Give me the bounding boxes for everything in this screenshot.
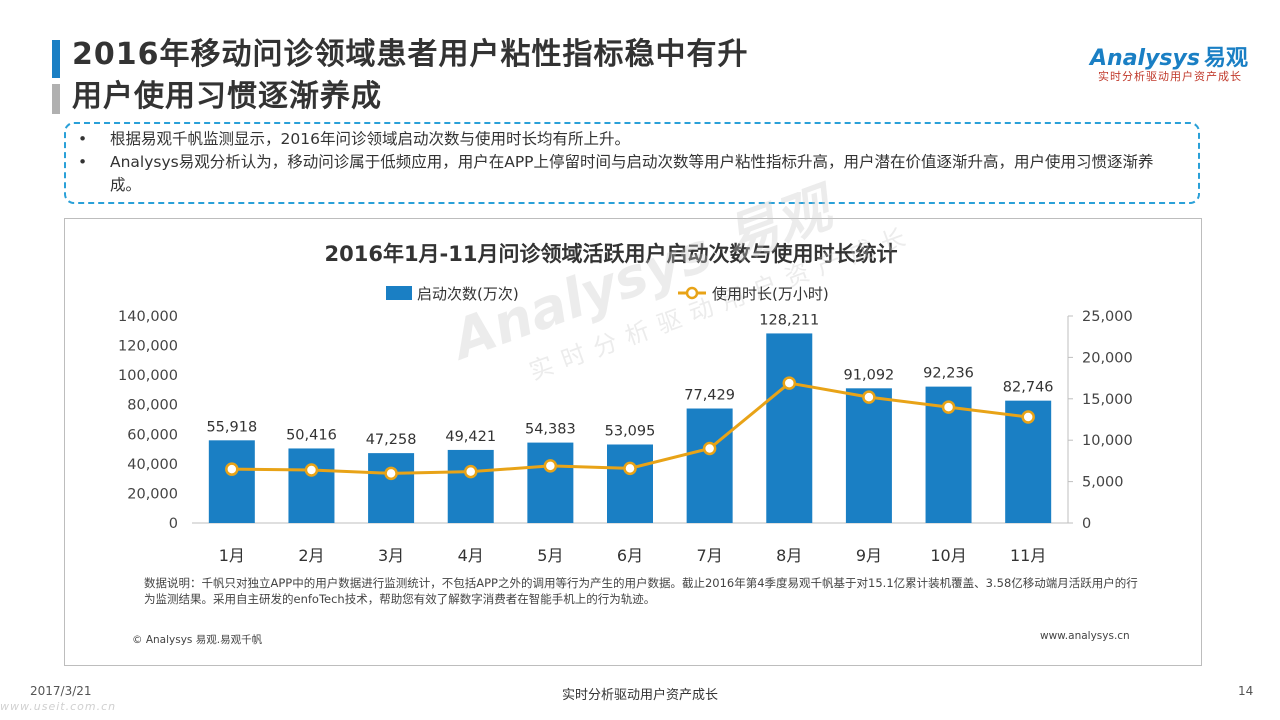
y-right-tick-label: 0	[1082, 516, 1091, 532]
bar	[288, 448, 335, 523]
bar	[447, 449, 494, 523]
y-left-tick-label: 100,000	[118, 368, 178, 384]
analysys-logo: Analysys 易观 实时分析驱动用户资产成长	[1090, 40, 1250, 90]
summary-item: Analysys易观分析认为，移动问诊属于低频应用，用户在APP上停留时间与启动…	[78, 151, 1198, 197]
y-left-tick-label: 40,000	[127, 457, 178, 473]
bar	[208, 440, 255, 523]
line-point	[782, 376, 797, 390]
bar-value-label: 77,429	[684, 388, 735, 404]
bar-value-label: 55,918	[206, 419, 257, 435]
x-tick-label: 1月	[219, 546, 245, 565]
y-right-tick-label: 20,000	[1082, 350, 1133, 366]
x-tick-label: 9月	[856, 546, 882, 565]
bar-value-label: 49,421	[445, 429, 496, 445]
y-left-tick-label: 80,000	[127, 398, 178, 414]
line-point	[543, 459, 558, 473]
bar-value-label: 82,746	[1003, 380, 1054, 396]
summary-list: 根据易观千帆监测显示，2016年问诊领域启动次数与使用时长均有所上升。 Anal…	[66, 124, 1198, 197]
footer-slogan: 实时分析驱动用户资产成长	[561, 688, 718, 703]
corner-watermark: www.useit.com.cn	[0, 700, 117, 713]
y-right-tick-label: 15,000	[1082, 392, 1133, 408]
y-right-tick-label: 5,000	[1082, 475, 1124, 491]
line-point	[384, 466, 398, 481]
page-title-line2: 用户使用习惯逐渐养成	[72, 79, 382, 114]
page-title-line1: 2016年移动问诊领域患者用户粘性指标稳中有升	[72, 37, 749, 72]
bar	[527, 442, 574, 523]
bar	[368, 453, 415, 523]
footer-date: 2017/3/21	[30, 684, 92, 698]
line-point	[702, 441, 717, 456]
legend-label-line: 使用时长(万小时)	[712, 285, 829, 303]
y-left-tick-label: 0	[169, 516, 178, 532]
line-point	[1021, 410, 1035, 424]
chart-container	[64, 218, 1202, 666]
bar-value-label: 50,416	[286, 427, 337, 443]
y-left-tick-label: 140,000	[118, 309, 178, 325]
line-point	[304, 463, 319, 477]
bar-value-label: 47,258	[366, 432, 417, 448]
summary-item: 根据易观千帆监测显示，2016年问诊领域启动次数与使用时长均有所上升。	[78, 128, 1198, 151]
y-right-tick-label: 25,000	[1082, 309, 1133, 325]
x-tick-label: 6月	[617, 546, 643, 565]
bar-value-label: 54,383	[525, 422, 576, 438]
logo-brand: Analysys 易观	[1090, 40, 1248, 72]
x-tick-label: 8月	[776, 546, 802, 565]
y-left-tick-label: 60,000	[127, 427, 178, 443]
x-tick-label: 4月	[458, 546, 484, 565]
bar	[607, 444, 653, 523]
title-accent-bar	[52, 40, 60, 78]
legend-label-bar: 启动次数(万次)	[417, 285, 519, 303]
line-point	[463, 464, 478, 479]
y-right-tick-label: 10,000	[1082, 433, 1133, 449]
data-note: 数据说明：千帆只对独立APP中的用户数据进行监测统计，不包括APP之外的调用等行…	[144, 576, 1138, 606]
y-left-tick-label: 20,000	[127, 486, 178, 502]
legend-swatch-bar	[386, 286, 412, 300]
x-tick-label: 10月	[930, 546, 966, 565]
title-accent-bar-secondary	[52, 84, 60, 114]
line-point	[862, 390, 876, 404]
x-tick-label: 11月	[1010, 546, 1046, 565]
x-tick-label: 2月	[298, 546, 324, 565]
logo-slogan: 实时分析驱动用户资产成长	[1098, 70, 1242, 83]
x-tick-label: 7月	[697, 546, 723, 565]
bar	[845, 388, 892, 523]
bar-value-label: 128,211	[759, 312, 819, 328]
logo-brand-en: Analysys	[1090, 46, 1200, 71]
line-point	[225, 462, 239, 476]
logo-brand-cn: 易观	[1203, 46, 1248, 71]
bar	[766, 333, 813, 523]
bar	[686, 408, 733, 523]
source-credit: © Analysys 易观.易观千帆	[132, 634, 263, 646]
line-point	[941, 400, 956, 414]
y-left-tick-label: 120,000	[118, 339, 178, 355]
bar-value-label: 53,095	[605, 423, 656, 439]
website-link[interactable]: www.analysys.cn	[1040, 630, 1130, 642]
chart-title: 2016年1月-11月问诊领域活跃用户启动次数与使用时长统计	[324, 242, 898, 266]
summary-box: 根据易观千帆监测显示，2016年问诊领域启动次数与使用时长均有所上升。 Anal…	[64, 122, 1200, 204]
line-point	[623, 461, 637, 476]
x-tick-label: 5月	[537, 546, 563, 565]
legend-swatch-point	[685, 286, 699, 300]
x-tick-label: 3月	[378, 546, 404, 565]
page-title: 2016年移动问诊领域患者用户粘性指标稳中有升 用户使用习惯逐渐养成	[72, 34, 749, 118]
page-number: 14	[1238, 684, 1254, 698]
bar-value-label: 92,236	[923, 366, 974, 382]
bar-value-label: 91,092	[844, 367, 895, 383]
